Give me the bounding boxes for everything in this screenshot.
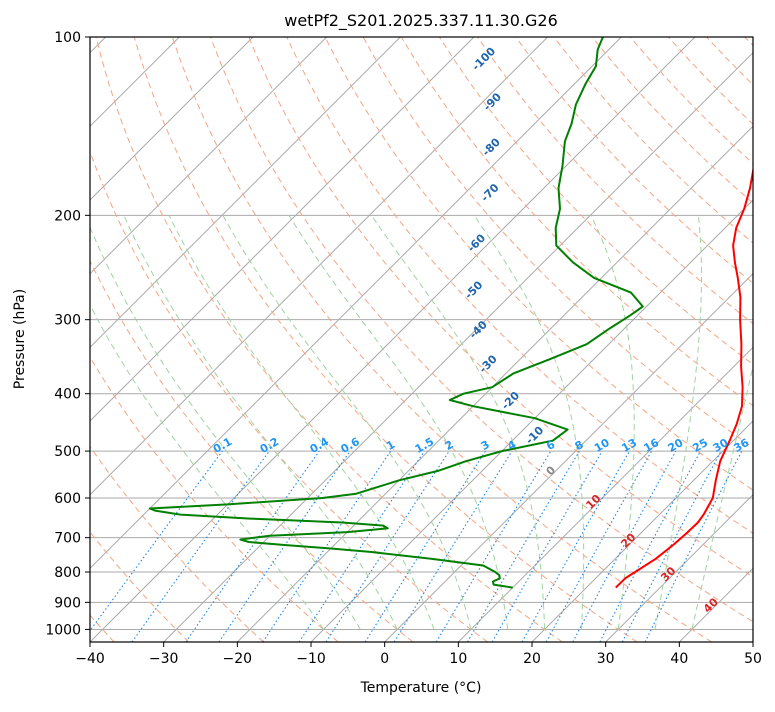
- mixing-ratio-label: 30: [711, 436, 731, 455]
- adiabat-layer: [0, 37, 775, 642]
- mixing-ratio-label: 16: [641, 436, 661, 455]
- theta-e-label: -60: [465, 231, 488, 254]
- isotherm-line: [311, 37, 775, 642]
- isotherm-line: [16, 37, 621, 642]
- isotherm-line: [237, 37, 775, 642]
- mixing-ratio-label: 13: [619, 436, 639, 455]
- y-tick-label: 500: [54, 444, 81, 460]
- wetbulb-label: 30: [658, 564, 678, 584]
- theta-e-label: -20: [499, 389, 522, 412]
- dry-adiabat: [668, 37, 775, 642]
- mixing-ratio-label: 10: [592, 436, 612, 455]
- theta-e-label: -30: [477, 352, 500, 375]
- y-tick-label: 600: [54, 491, 81, 507]
- isotherm-line: [458, 37, 775, 642]
- moist-adiabat: [85, 215, 360, 629]
- mixing-ratio-label: 0.1: [211, 435, 234, 456]
- isotherm-line: [0, 37, 253, 642]
- mixing-ratio-label: 25: [690, 436, 710, 455]
- y-tick-label: 1000: [45, 622, 81, 638]
- mixing-ratio-line: [468, 451, 580, 642]
- mixing-ratio-line: [436, 451, 551, 642]
- y-tick-label: 700: [54, 531, 81, 547]
- x-tick-label: −30: [149, 651, 179, 667]
- isotherm-line: [753, 37, 775, 642]
- dry-adiabat: [592, 37, 775, 642]
- mixing-ratio-label: 0.4: [308, 435, 332, 456]
- isotherm-line: [679, 37, 775, 642]
- dewpoint-profile-line: [150, 37, 643, 588]
- mixing-ratio-label: 1.5: [413, 435, 436, 456]
- theta-e-label: -90: [481, 90, 504, 113]
- mixing-ratio-line: [600, 451, 701, 642]
- mixing-ratio-label: 0.6: [338, 435, 362, 456]
- isotherm-line: [385, 37, 775, 642]
- mixing-ratio-line: [365, 451, 485, 642]
- isotherm-line: [532, 37, 775, 642]
- mixing-ratio-line: [82, 451, 223, 642]
- x-tick-label: −10: [296, 651, 326, 667]
- dry-adiabat: [0, 37, 338, 642]
- y-tick-label: 900: [54, 595, 81, 611]
- moist-adiabat: [692, 215, 775, 629]
- y-tick-label: 300: [54, 313, 81, 329]
- x-tick-label: 50: [744, 651, 762, 667]
- theta-e-label: -100: [470, 44, 499, 73]
- dry-adiabat: [58, 37, 488, 642]
- wetbulb-label: 40: [701, 595, 721, 615]
- mixing-ratio-layer: [82, 451, 742, 642]
- isotherm-line: [0, 37, 474, 642]
- mixing-ratio-label: 36: [732, 436, 752, 455]
- isotherm-line: [90, 37, 695, 642]
- y-tick-label: 200: [54, 208, 81, 224]
- grid-layer: [0, 37, 775, 642]
- dry-adiabat: [0, 37, 189, 642]
- mixing-ratio-label: 0.2: [258, 435, 281, 456]
- isotherm-line: [0, 37, 400, 642]
- y-axis: 100 200 300 400 500 600 700 800 900 1000: [45, 30, 90, 638]
- mixing-ratio-line: [546, 451, 651, 642]
- y-tick-label: 400: [54, 387, 81, 403]
- moist-adiabat: [169, 215, 434, 629]
- x-tick-label: 0: [380, 651, 389, 667]
- wetbulb-label: 10: [583, 492, 603, 512]
- x-tick-label: 10: [449, 651, 467, 667]
- theta-e-label: -70: [478, 181, 501, 204]
- x-axis-label: Temperature (°C): [360, 680, 482, 696]
- plot-frame: [90, 37, 753, 642]
- x-tick-label: 20: [523, 651, 541, 667]
- dry-adiabat: [516, 37, 775, 642]
- x-tick-label: 30: [597, 651, 615, 667]
- mixing-ratio-line: [326, 451, 449, 642]
- y-tick-label: 800: [54, 565, 81, 581]
- isotherm-line: [0, 37, 327, 642]
- mixing-ratio-label: 20: [666, 436, 686, 455]
- dry-adiabat: [478, 37, 775, 642]
- x-axis: −40 −30 −20 −10 0 10 20 30 40 50: [75, 642, 762, 667]
- dry-adiabat: [96, 37, 562, 642]
- theta-e-label: -40: [467, 318, 490, 341]
- temperature-profile-line: [616, 37, 775, 588]
- isotherm-line: [164, 37, 769, 642]
- mixing-ratio-line: [263, 451, 391, 642]
- x-tick-label: 40: [670, 651, 688, 667]
- chart-title: wetPf2_S201.2025.337.11.30.G26: [284, 11, 558, 31]
- wetbulb-label: 20: [618, 530, 638, 550]
- x-tick-label: −40: [75, 651, 105, 667]
- dry-adiabat: [745, 37, 775, 642]
- moist-adiabat: [289, 215, 508, 629]
- y-tick-label: 100: [54, 30, 81, 46]
- x-tick-label: −20: [223, 651, 253, 667]
- dry-adiabat: [134, 37, 637, 642]
- mixing-ratio-line: [219, 451, 350, 642]
- y-axis-label: Pressure (hPa): [12, 289, 28, 389]
- dry-adiabat: [0, 37, 264, 642]
